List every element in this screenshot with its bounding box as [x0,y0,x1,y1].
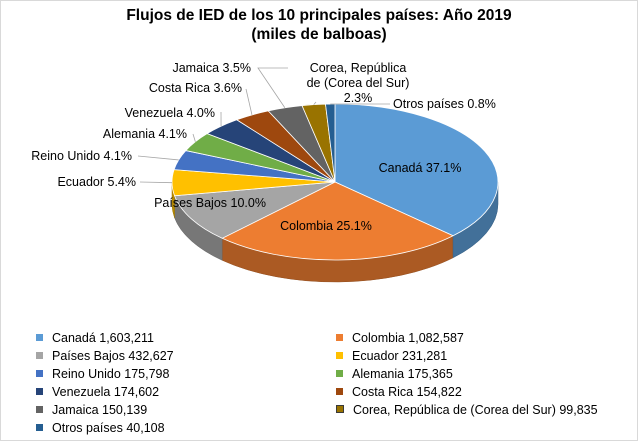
data-label-ecuador: Ecuador 5.4% [57,175,136,189]
legend-label: Corea, República de (Corea del Sur) 99,8… [353,403,598,417]
leader-line-costa-rica [245,88,253,115]
legend-label: Colombia 1,082,587 [352,331,464,345]
legend-label: Reino Unido 175,798 [52,367,170,381]
leader-line-alemania [192,133,196,142]
data-label-paises-bajos: Países Bajos 10.0% [154,196,266,210]
legend-item-colombia: Colombia 1,082,587 [336,330,464,346]
legend-item-costa-rica: Costa Rica 154,822 [336,384,462,400]
leader-line-reino-unido [137,155,179,161]
legend-label: Canadá 1,603,211 [52,331,154,345]
legend-swatch [336,405,344,413]
legend-label: Jamaica 150,139 [52,403,148,417]
legend-label: Alemania 175,365 [352,367,453,381]
leader-line-corea-republica-de-corea-del-sur [313,101,317,105]
chart-title: Flujos de IED de los 10 principales país… [126,7,512,24]
legend-swatch [336,370,343,377]
chart-title-block: Flujos de IED de los 10 principales país… [0,6,638,44]
legend-item-reino-unido: Reino Unido 175,798 [36,366,169,382]
legend-item-alemania: Alemania 175,365 [336,366,453,382]
legend-label: Venezuela 174,602 [52,385,160,399]
legend-item-jamaica: Jamaica 150,139 [36,402,147,418]
data-label-venezuela: Venezuela 4.0% [125,106,215,120]
legend-item-otros-paises: Otros países 40,108 [36,420,165,436]
data-label-otros-paises: Otros países 0.8% [393,97,496,111]
legend-swatch [36,388,43,395]
legend-label: Ecuador 231,281 [352,349,448,363]
legend-swatch [336,388,343,395]
legend-label: Otros países 40,108 [52,421,165,435]
legend-item-venezuela: Venezuela 174,602 [36,384,159,400]
data-label-corea-republica-de-corea-del-sur: Corea, República de (Corea del Sur) 2.3% [307,61,410,105]
legend-item-corea-republica-de-corea-del-sur: Corea, República de (Corea del Sur) 99,8… [336,402,598,418]
data-label-colombia: Colombia 25.1% [280,219,372,233]
legend-swatch [36,406,43,413]
data-label-canada: Canadá 37.1% [379,161,462,175]
chart-subtitle: (miles de balboas) [251,26,387,43]
pie-slice-colombia [221,181,454,261]
data-label-reino-unido: Reino Unido 4.1% [31,149,132,163]
data-label-costa-rica: Costa Rica 3.6% [149,81,242,95]
pie-slice-paises-bajos [174,181,336,239]
data-label-jamaica: Jamaica 3.5% [172,61,251,75]
legend-label: Países Bajos 432,627 [52,349,174,363]
legend-swatch [36,334,43,341]
pie-slice-canada [334,103,499,237]
legend-label: Costa Rica 154,822 [352,385,462,399]
legend-item-paises-bajos: Países Bajos 432,627 [36,348,174,364]
data-label-alemania: Alemania 4.1% [103,127,187,141]
legend-item-ecuador: Ecuador 231,281 [336,348,447,364]
leader-line-jamaica [257,67,288,109]
legend-swatch [36,370,43,377]
legend-swatch [336,352,343,359]
legend-item-canada: Canadá 1,603,211 [36,330,154,346]
legend-swatch [36,352,43,359]
legend-swatch [36,424,43,431]
legend-swatch [336,334,343,341]
leader-line-ecuador [139,181,173,184]
